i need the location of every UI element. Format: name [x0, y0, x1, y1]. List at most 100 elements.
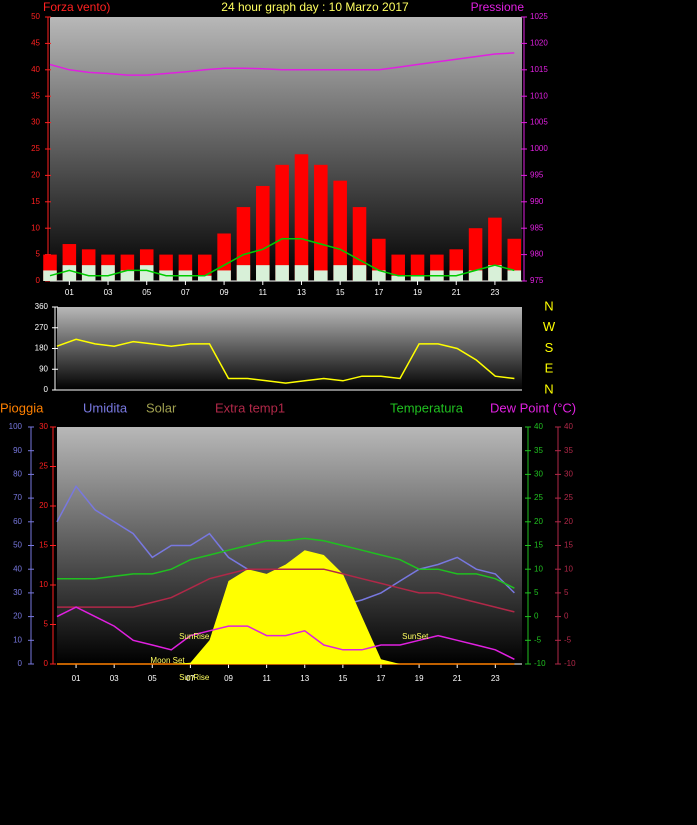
y4-tick-label: 35	[564, 446, 573, 455]
legend-label: Extra temp1	[215, 400, 285, 415]
compass-label: N	[544, 298, 553, 313]
y-tick-label: 35	[31, 91, 40, 100]
y-tick-label: 40	[13, 564, 22, 573]
compass-label: E	[545, 361, 554, 376]
y2-tick-label: 0	[44, 659, 49, 668]
x-tick-label: 21	[453, 674, 462, 683]
x-tick-label: 09	[224, 674, 233, 683]
bar	[43, 270, 57, 281]
bar	[391, 275, 405, 281]
y-axis-title: Forza vento)	[43, 0, 110, 14]
x-tick-label: 13	[300, 674, 309, 683]
bar	[468, 228, 483, 281]
bar	[410, 275, 425, 281]
y-tick-label: 30	[31, 118, 40, 127]
y3-tick-label: 10	[534, 564, 543, 573]
chart-title: 24 hour graph day : 10 Marzo 2017	[221, 0, 409, 14]
y2-tick-label: 30	[39, 422, 48, 431]
y3-tick-label: 20	[534, 517, 543, 526]
y2-tick-label: 980	[530, 250, 544, 259]
compass-label: W	[543, 319, 556, 334]
x-tick-label: 07	[181, 288, 190, 297]
line	[56, 606, 515, 660]
y-tick-label: 15	[31, 197, 40, 206]
y2-tick-label: 1005	[530, 118, 548, 127]
y3-tick-label: 0	[534, 612, 539, 621]
legend-label: Pioggia	[0, 400, 44, 415]
bar	[81, 265, 96, 281]
y-tick-label: 20	[13, 612, 22, 621]
bar	[275, 265, 289, 281]
legend-label: Solar	[146, 400, 177, 415]
bar	[101, 265, 115, 281]
y-tick-label: 50	[13, 541, 22, 550]
bar	[333, 180, 347, 281]
bar	[120, 270, 135, 281]
y-tick-label: 270	[35, 323, 49, 332]
y3-tick-label: -10	[534, 659, 546, 668]
bar	[256, 265, 270, 281]
y2-tick-label: 15	[39, 541, 48, 550]
bar	[256, 185, 270, 281]
bar	[333, 265, 347, 281]
y4-tick-label: 15	[564, 541, 573, 550]
y-tick-label: 0	[44, 385, 49, 394]
y-tick-label: 80	[13, 470, 22, 479]
x-tick-label: 23	[491, 674, 500, 683]
y4-tick-label: 10	[564, 564, 573, 573]
bar	[372, 270, 386, 281]
x-tick-label: 21	[452, 288, 461, 297]
bar	[62, 265, 77, 281]
area	[57, 550, 515, 664]
x-tick-label: 03	[104, 288, 113, 297]
bar	[217, 233, 231, 281]
y3-tick-label: 30	[534, 470, 543, 479]
y4-tick-label: 30	[564, 470, 573, 479]
y-tick-label: 60	[13, 517, 22, 526]
y4-tick-label: 20	[564, 517, 573, 526]
bar	[275, 164, 289, 281]
y3-tick-label: 25	[534, 493, 543, 502]
x-tick-label: 03	[110, 674, 119, 683]
bar	[352, 265, 367, 281]
compass-label: S	[545, 340, 554, 355]
y2-tick-label: 1000	[530, 144, 548, 153]
y3-tick-label: 35	[534, 446, 543, 455]
y-tick-label: 40	[31, 65, 40, 74]
legend-label: Umidita	[83, 400, 128, 415]
x-tick-label: 11	[262, 674, 271, 683]
x-tick-label: 01	[72, 674, 81, 683]
bar	[488, 265, 502, 281]
bar	[468, 270, 483, 281]
x-tick-label: 05	[142, 288, 151, 297]
y-tick-label: 360	[35, 302, 49, 311]
bar	[410, 254, 425, 281]
y3-tick-label: 40	[534, 422, 543, 431]
x-tick-label: 23	[490, 288, 499, 297]
line	[56, 338, 515, 384]
y2-tick-label: 1010	[530, 91, 548, 100]
x-tick-label: 05	[148, 674, 157, 683]
y2-tick-label: 1015	[530, 65, 548, 74]
y-tick-label: 20	[31, 171, 40, 180]
x-tick-label: 11	[259, 288, 268, 297]
bar	[236, 265, 251, 281]
y3-tick-label: -5	[534, 635, 542, 644]
y3-tick-label: 5	[534, 588, 539, 597]
y2-tick-label: 10	[39, 580, 48, 589]
y2-tick-label: 995	[530, 171, 544, 180]
x-tick-label: 15	[338, 674, 347, 683]
y-tick-label: 0	[18, 659, 23, 668]
bar	[217, 270, 231, 281]
x-tick-label: 19	[415, 674, 424, 683]
y2-tick-label: 1025	[530, 12, 548, 21]
y2-axis-title: Pressione	[471, 0, 525, 14]
bar	[314, 164, 328, 281]
y-tick-label: 10	[13, 635, 22, 644]
y4-tick-label: -10	[564, 659, 576, 668]
y4-tick-label: -5	[564, 635, 572, 644]
line	[49, 238, 515, 277]
y4-tick-label: 5	[564, 588, 569, 597]
bar	[294, 265, 309, 281]
